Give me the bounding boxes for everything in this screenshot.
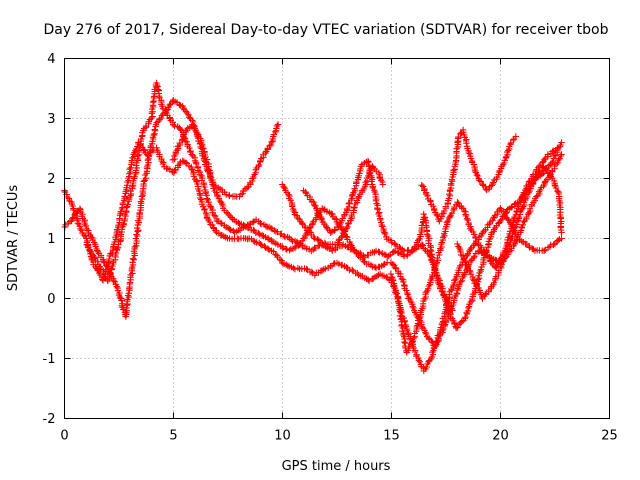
series-markers (61, 97, 282, 320)
series-track-5 (279, 163, 386, 248)
series-track-4 (169, 121, 391, 272)
series-markers (300, 158, 456, 314)
series-markers (83, 79, 565, 332)
axis-ticks: 0 5 10 15 20 25 -2 -1 0 1 2 3 4 (43, 52, 618, 444)
series-track-2 (61, 97, 282, 320)
y-tick-label: 4 (47, 52, 55, 67)
x-tick-label: 20 (492, 429, 509, 444)
grid (64, 58, 610, 419)
x-tick-label: 25 (601, 429, 618, 444)
y-tick-label: 3 (47, 112, 55, 127)
data-series (61, 79, 565, 375)
x-axis-label: GPS time / hours (282, 459, 391, 474)
series-markers (387, 205, 565, 375)
y-tick-label: 0 (47, 292, 55, 307)
x-tick-label: 10 (274, 429, 291, 444)
y-tick-label: -1 (43, 352, 56, 367)
series-track-6 (300, 158, 456, 314)
y-axis-label: SDTVAR / TECUs (6, 185, 21, 292)
chart-title: Day 276 of 2017, Sidereal Day-to-day VTE… (43, 22, 608, 38)
series-track-8 (418, 126, 519, 225)
y-tick-label: 2 (47, 172, 55, 187)
series-track-3 (83, 79, 565, 332)
x-tick-label: 0 (60, 429, 68, 444)
y-tick-label: -2 (43, 412, 56, 427)
series-track-7 (387, 205, 565, 375)
series-markers (169, 121, 391, 272)
series-markers (279, 163, 386, 248)
x-tick-label: 15 (383, 429, 400, 444)
series-markers (387, 145, 561, 350)
x-tick-label: 5 (169, 429, 177, 444)
series-markers (418, 126, 519, 225)
y-tick-label: 1 (47, 232, 55, 247)
series-track-10 (387, 145, 561, 350)
